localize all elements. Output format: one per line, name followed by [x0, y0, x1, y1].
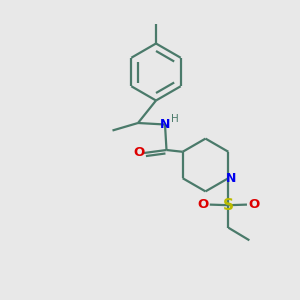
Text: N: N	[160, 118, 170, 131]
Text: O: O	[248, 198, 259, 211]
Text: O: O	[197, 198, 209, 211]
Text: O: O	[133, 146, 144, 160]
Text: S: S	[223, 198, 234, 213]
Text: H: H	[171, 114, 178, 124]
Text: N: N	[226, 172, 236, 185]
